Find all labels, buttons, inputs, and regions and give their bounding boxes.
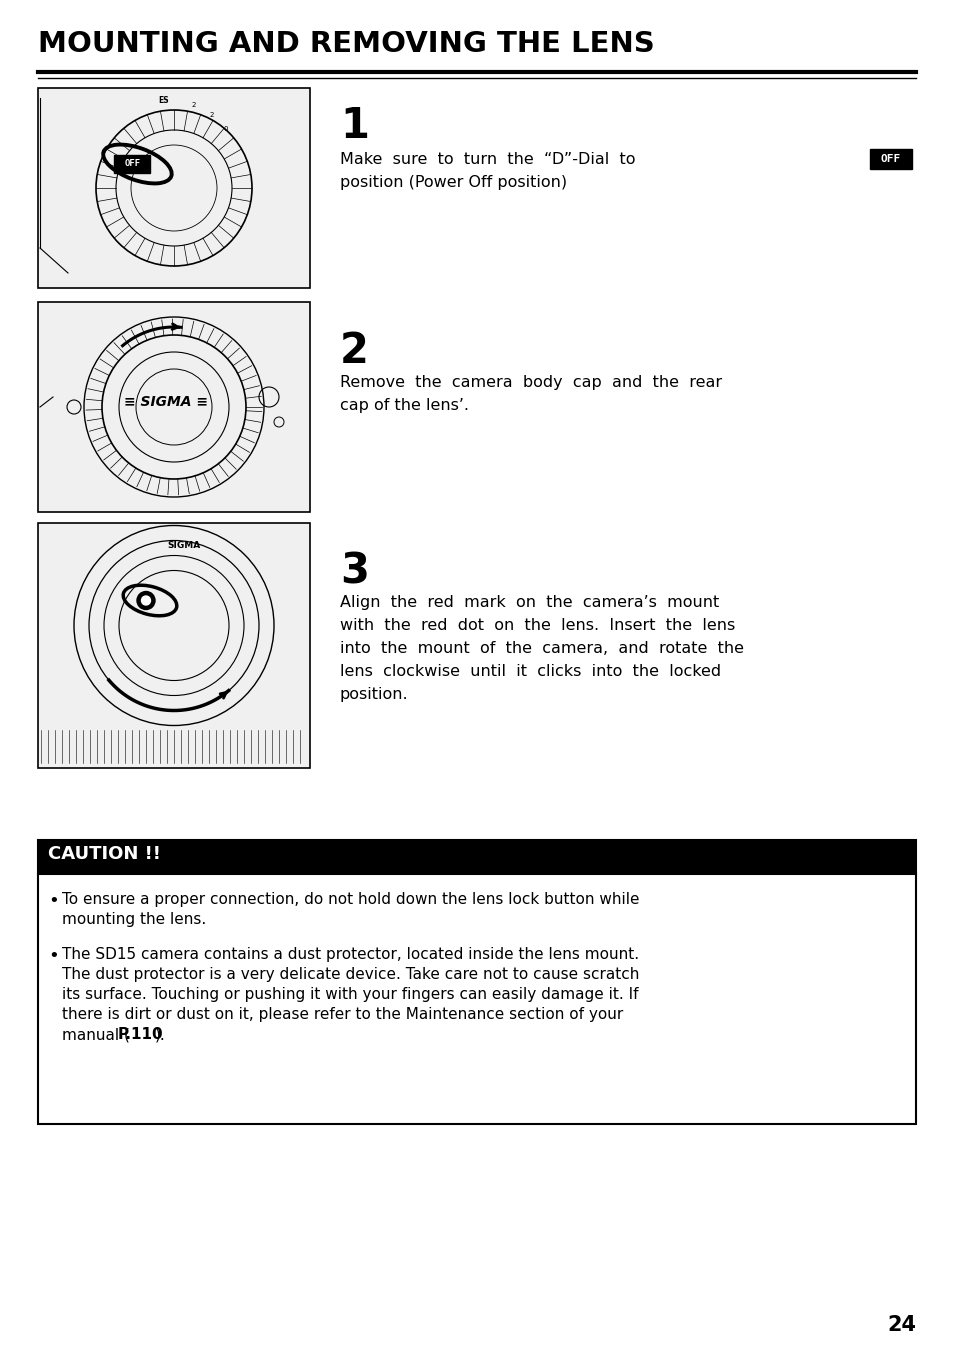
Bar <box>114 155 151 172</box>
Text: there is dirt or dust on it, please refer to the Maintenance section of your: there is dirt or dust on it, please refe… <box>62 1007 622 1022</box>
Text: OFF: OFF <box>880 153 901 164</box>
Circle shape <box>137 592 154 609</box>
Text: mounting the lens.: mounting the lens. <box>62 912 206 927</box>
Text: ≡ SIGMA ≡: ≡ SIGMA ≡ <box>124 395 208 408</box>
Text: •: • <box>48 892 59 911</box>
Text: position.: position. <box>339 687 408 702</box>
Bar <box>38 88 310 288</box>
Text: cap of the lens’.: cap of the lens’. <box>339 398 469 413</box>
Text: Make  sure  to  turn  the  “D”-Dial  to: Make sure to turn the “D”-Dial to <box>339 152 635 167</box>
Circle shape <box>141 596 151 605</box>
Text: SIGMA: SIGMA <box>167 541 200 550</box>
Bar <box>38 840 915 874</box>
Text: into  the  mount  of  the  camera,  and  rotate  the: into the mount of the camera, and rotate… <box>339 641 743 655</box>
Text: The SD15 camera contains a dust protector, located inside the lens mount.: The SD15 camera contains a dust protecto… <box>62 947 639 962</box>
Text: manual (: manual ( <box>62 1027 130 1042</box>
Bar <box>38 303 310 512</box>
Text: •: • <box>48 947 59 965</box>
Text: with  the  red  dot  on  the  lens.  Insert  the  lens: with the red dot on the lens. Insert the… <box>339 617 735 632</box>
Text: its surface. Touching or pushing it with your fingers can easily damage it. If: its surface. Touching or pushing it with… <box>62 987 638 1001</box>
Bar <box>38 522 310 768</box>
Text: 2: 2 <box>210 113 214 118</box>
Text: MOUNTING AND REMOVING THE LENS: MOUNTING AND REMOVING THE LENS <box>38 30 654 58</box>
Text: To ensure a proper connection, do not hold down the lens lock button while: To ensure a proper connection, do not ho… <box>62 892 639 906</box>
Text: CAUTION !!: CAUTION !! <box>48 845 161 863</box>
Text: 3: 3 <box>339 550 369 592</box>
Bar <box>38 874 915 1124</box>
Text: Align  the  red  mark  on  the  camera’s  mount: Align the red mark on the camera’s mount <box>339 594 719 611</box>
Text: OFF: OFF <box>124 160 140 168</box>
Text: 2: 2 <box>192 102 196 109</box>
Text: ES: ES <box>158 96 169 104</box>
Text: 2: 2 <box>339 330 369 372</box>
Text: ).: ). <box>154 1027 166 1042</box>
Text: 1: 1 <box>339 104 369 147</box>
Text: 24: 24 <box>886 1315 915 1335</box>
Text: position (Power Off position): position (Power Off position) <box>339 175 566 190</box>
Text: 0: 0 <box>224 126 228 132</box>
Bar <box>869 149 911 170</box>
Text: Remove  the  camera  body  cap  and  the  rear: Remove the camera body cap and the rear <box>339 375 721 389</box>
Text: lens  clockwise  until  it  clicks  into  the  locked: lens clockwise until it clicks into the … <box>339 664 720 678</box>
Text: The dust protector is a very delicate device. Take care not to cause scratch: The dust protector is a very delicate de… <box>62 968 639 982</box>
Text: P.110: P.110 <box>118 1027 164 1042</box>
